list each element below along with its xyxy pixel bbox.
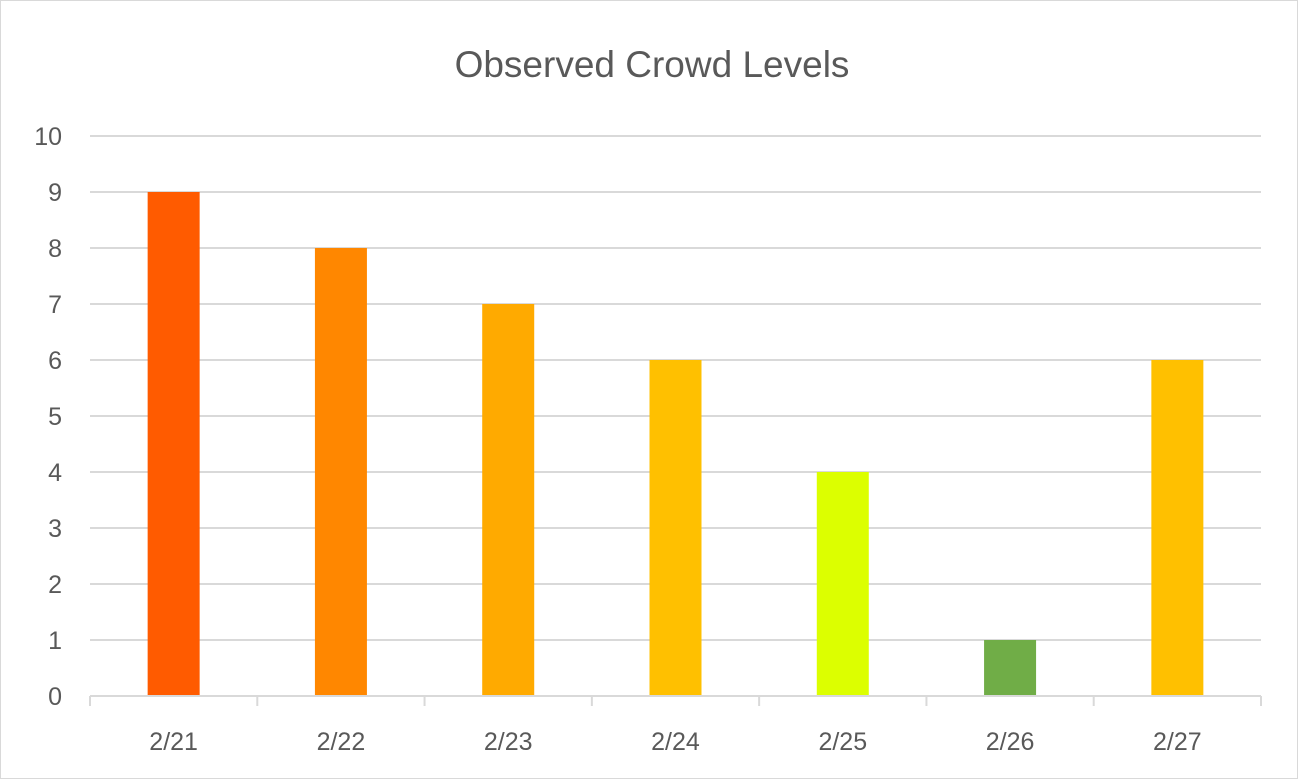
chart-title: Observed Crowd Levels (455, 44, 850, 85)
y-tick-label: 10 (34, 123, 62, 151)
x-axis-tick-labels: 2/21 2/22 2/23 2/24 2/25 2/26 2/27 (149, 728, 1201, 756)
bar-2-24 (649, 360, 702, 696)
y-tick-label: 6 (48, 347, 62, 375)
x-tick-label: 2/27 (1153, 728, 1202, 756)
y-tick-label: 7 (48, 291, 62, 319)
x-tick-label: 2/23 (484, 728, 533, 756)
x-tick-label: 2/25 (818, 728, 867, 756)
bars (147, 192, 1204, 696)
x-axis (89, 695, 1262, 706)
x-tick-label: 2/24 (651, 728, 700, 756)
x-tick-label: 2/26 (986, 728, 1035, 756)
y-tick-label: 3 (48, 515, 62, 543)
bar-2-21 (147, 192, 200, 696)
bar-2-27 (1151, 360, 1204, 696)
bar-2-25 (816, 472, 869, 696)
bar-2-22 (314, 248, 367, 696)
y-tick-label: 9 (48, 179, 62, 207)
y-tick-label: 2 (48, 571, 62, 599)
y-tick-label: 8 (48, 235, 62, 263)
y-axis-tick-labels: 0 1 2 3 4 5 6 7 8 9 10 (34, 123, 62, 711)
bar-2-23 (482, 304, 535, 696)
y-tick-label: 0 (48, 683, 62, 711)
bar-2-26 (984, 640, 1037, 696)
y-tick-label: 4 (48, 459, 62, 487)
y-tick-label: 5 (48, 403, 62, 431)
y-tick-label: 1 (48, 627, 62, 655)
x-tick-label: 2/21 (149, 728, 198, 756)
x-tick-label: 2/22 (317, 728, 366, 756)
